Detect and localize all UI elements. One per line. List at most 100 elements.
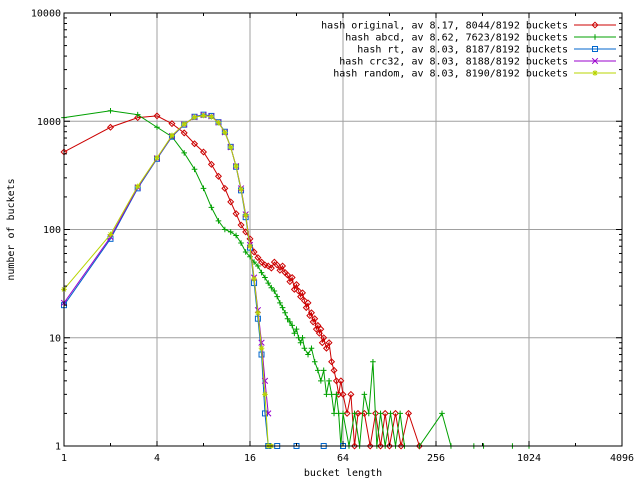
data-point [154,124,160,131]
data-point [284,271,292,279]
data-point [258,258,266,266]
legend-label: hash random, av 8.03, 8190/8192 buckets [333,69,568,80]
data-point [168,120,176,128]
data-point [385,442,394,450]
axis-ticks: 1 4 16 64 256 1024 4096 1 10 100 1000 10000 [31,9,634,465]
x-tick-label: 1 [61,453,67,464]
data-point [333,391,340,398]
legend-label: hash abcd, av 8.62, 7623/8192 buckets [345,33,568,44]
data-point [337,377,345,385]
data-point [134,111,141,118]
grid [64,13,622,446]
data-point [347,390,355,398]
data-point [134,114,142,122]
data-point [242,249,249,255]
data-point [315,367,321,374]
data-point [191,166,198,173]
data-point [343,409,351,417]
data-point [273,261,281,269]
data-point [264,262,272,270]
data-point [304,299,312,307]
data-point [227,144,234,151]
data-point [191,140,199,148]
x-axis-label: bucket length [304,468,382,479]
y-axis-label: number of buckets [6,178,17,280]
data-point [276,266,284,274]
data-point [302,304,310,312]
legend-label: hash rt, av 8.03, 8187/8192 buckets [357,45,568,56]
data-point [308,345,315,352]
data-point [180,129,188,137]
y-tick-label: 100 [43,225,61,236]
legend-marker [591,57,599,65]
data-point [181,150,188,156]
data-point [233,163,239,169]
data-point [215,119,222,126]
data-point [306,312,314,320]
data-point [297,339,304,346]
data-point [377,410,384,417]
data-point [258,345,265,352]
data-point [311,358,318,365]
legend-label: hash crc32, av 8.03, 8188/8192 buckets [339,57,568,68]
data-point [255,263,261,269]
legend: hash original, av 8.17, 8044/8192 bucket… [321,21,616,80]
data-point [307,309,315,317]
data-point [169,132,175,139]
data-point [254,254,262,262]
data-point [361,391,368,398]
x-tick-label: 256 [427,453,445,464]
data-point [351,442,359,450]
data-point [153,112,161,120]
data-point [284,315,291,322]
data-point [208,113,215,120]
data-point [311,315,319,323]
data-point [295,287,303,295]
data-point [238,186,244,193]
series-line [63,110,529,447]
data-point [318,339,326,347]
legend-item: hash abcd, av 8.62, 7623/8192 buckets [345,33,616,44]
data-point [267,264,275,272]
data-point [232,210,240,218]
data-point [222,129,228,136]
data-point [134,183,141,190]
data-point [351,410,358,417]
data-point [322,344,330,352]
y-tick-label: 1 [55,442,61,453]
data-point [293,326,300,332]
data-point [199,148,208,156]
data-point [258,269,265,276]
data-point [339,390,347,398]
legend-item: hash original, av 8.17, 8044/8192 bucket… [321,21,616,32]
data-point [392,409,400,417]
data-point [222,226,228,233]
data-point [320,367,327,374]
data-point [154,154,160,161]
y-tick-label: 1000 [37,117,61,128]
legend-item: hash random, av 8.03, 8190/8192 buckets [333,69,616,80]
data-point [332,377,340,385]
y-tick-label: 10000 [31,9,61,20]
legend-label: hash original, av 8.17, 8044/8192 bucket… [321,21,568,32]
series-line [63,114,272,447]
legend-marker [591,21,599,29]
data-point [315,329,323,337]
data-point [282,310,288,316]
data-point [233,232,239,239]
legend-marker [592,46,598,52]
data-point [191,114,198,120]
data-point [377,442,385,450]
data-point [314,321,322,329]
data-point [387,410,394,417]
x-tick-label: 16 [244,453,256,464]
data-point [215,218,222,224]
legend-item: hash crc32, av 8.03, 8188/8192 buckets [339,57,616,68]
data-point [261,377,269,384]
data-point [106,123,115,131]
data-point [305,351,311,358]
data-point [381,409,389,417]
data-point [214,172,222,180]
